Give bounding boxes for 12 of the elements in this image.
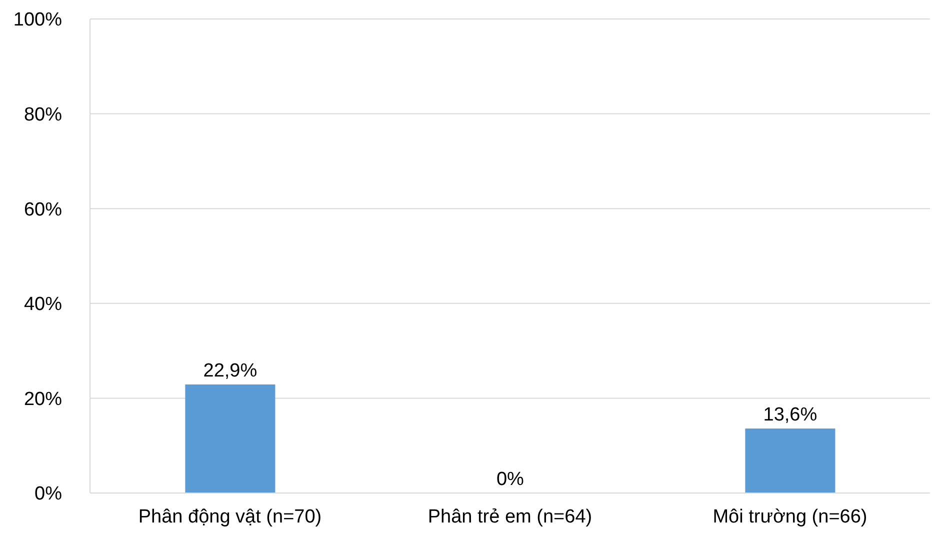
y-tick-label: 40% <box>24 294 62 316</box>
data-label: 22,9% <box>203 360 258 382</box>
data-label: 0% <box>496 469 524 490</box>
data-label: 13,6% <box>763 404 818 426</box>
y-tick-label: 100% <box>13 10 62 31</box>
y-tick-label: 60% <box>24 199 62 220</box>
y-tick-label: 0% <box>34 484 62 505</box>
y-tick-label: 80% <box>24 104 62 126</box>
x-tick-label: Môi trường (n=66) <box>712 506 868 528</box>
y-tick-label: 20% <box>24 388 62 410</box>
x-tick-label: Phân động vật (n=70) <box>138 506 322 528</box>
x-tick-label: Phân trẻ em (n=64) <box>428 506 592 528</box>
